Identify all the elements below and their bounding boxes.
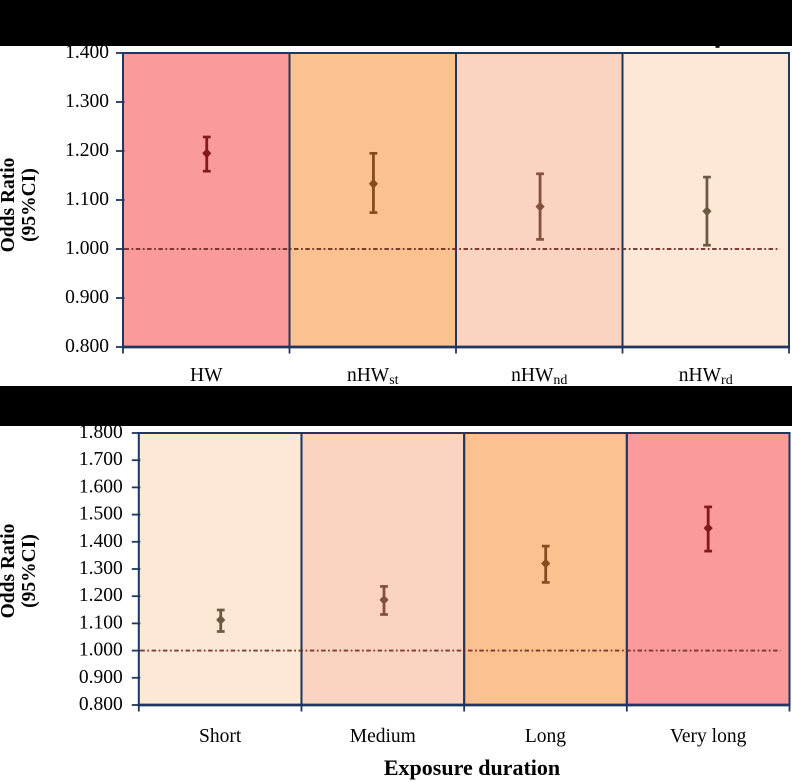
svg-text:0.800: 0.800 xyxy=(65,336,109,357)
svg-text:Very long: Very long xyxy=(670,726,747,747)
svg-text:nHWnd: nHWnd xyxy=(511,365,567,388)
svg-text:Short: Short xyxy=(199,726,242,747)
svg-text:0.900: 0.900 xyxy=(79,667,123,688)
svg-text:(95%CI): (95%CI) xyxy=(19,534,40,608)
svg-text:1.000: 1.000 xyxy=(65,238,109,259)
svg-text:1.800: 1.800 xyxy=(79,422,123,443)
svg-text:1.100: 1.100 xyxy=(79,612,123,633)
svg-text:1.400: 1.400 xyxy=(65,42,109,63)
svg-text:0.900: 0.900 xyxy=(65,287,109,308)
svg-text:1.500: 1.500 xyxy=(79,504,123,525)
svg-text:(95%CI): (95%CI) xyxy=(19,168,40,242)
svg-text:Long: Long xyxy=(525,726,566,747)
svg-text:1.300: 1.300 xyxy=(79,558,123,579)
svg-text:1.400: 1.400 xyxy=(79,531,123,552)
svg-text:1.200: 1.200 xyxy=(65,140,109,161)
svg-text:Odds Ratio: Odds Ratio xyxy=(0,524,19,619)
svg-text:Odds Ratio: Odds Ratio xyxy=(0,158,19,253)
svg-text:Exposure duration: Exposure duration xyxy=(384,755,560,780)
svg-text:HW: HW xyxy=(190,365,223,386)
svg-text:Medium: Medium xyxy=(350,726,416,747)
svg-text:1.300: 1.300 xyxy=(65,91,109,112)
svg-text:0.800: 0.800 xyxy=(79,694,123,715)
svg-text:1.600: 1.600 xyxy=(79,476,123,497)
svg-text:1.700: 1.700 xyxy=(79,449,123,470)
svg-text:nHWst: nHWst xyxy=(347,365,399,388)
svg-text:1.100: 1.100 xyxy=(65,189,109,210)
svg-text:nHWrd: nHWrd xyxy=(679,365,733,388)
svg-text:1.200: 1.200 xyxy=(79,585,123,606)
svg-text:1.000: 1.000 xyxy=(79,640,123,661)
